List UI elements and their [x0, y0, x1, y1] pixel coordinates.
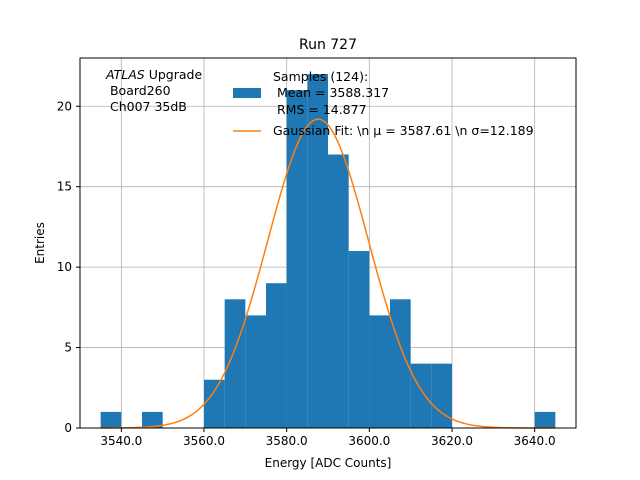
- annotation-channel: Ch007 35dB: [106, 99, 187, 114]
- histogram-bar: [431, 363, 452, 428]
- histogram-bar: [224, 299, 246, 428]
- legend-samples-count: Samples (124):: [273, 69, 368, 84]
- y-tick-label: 5: [64, 341, 72, 355]
- legend-rms: RMS = 14.877: [273, 102, 367, 117]
- histogram-bar: [534, 411, 556, 428]
- histogram-bar: [348, 251, 370, 428]
- histogram-bar: [410, 363, 432, 428]
- histogram-bar: [266, 283, 287, 428]
- x-tick-label: 3580.0: [266, 434, 308, 448]
- histogram-bar: [245, 315, 266, 428]
- x-tick-label: 3540.0: [100, 434, 142, 448]
- y-tick-label: 15: [57, 180, 72, 194]
- legend: Samples (124): Mean = 3588.317 RMS = 14.…: [233, 69, 534, 138]
- x-tick-label: 3600.0: [348, 434, 390, 448]
- gaussian-fit-curve: [100, 118, 556, 429]
- legend-mean: Mean = 3588.317: [273, 85, 389, 100]
- x-axis-label: Energy [ADC Counts]: [265, 456, 392, 470]
- annotation-atlas: ATLAS: [105, 67, 145, 82]
- legend-histogram-patch: [233, 88, 261, 98]
- x-tick-label: 3560.0: [183, 434, 225, 448]
- x-tick-label: 3620.0: [431, 434, 473, 448]
- annotation-line-1: ATLAS Upgrade: [105, 67, 202, 82]
- y-axis-label: Entries: [33, 222, 47, 264]
- y-tick-label: 10: [57, 260, 72, 274]
- atlas-annotation: ATLAS Upgrade Board260 Ch007 35dB: [105, 67, 202, 114]
- y-tick-label: 0: [64, 421, 72, 435]
- annotation-board: Board260: [106, 83, 171, 98]
- histogram-bar: [100, 411, 122, 428]
- axis-ticks: 3540.0 3560.0 3580.0 3600.0 3620.0 3640.0 0 5 10…: [57, 99, 556, 448]
- histogram-bar: [328, 154, 349, 429]
- annotation-upgrade: Upgrade: [145, 67, 203, 82]
- x-tick-label: 3640.0: [514, 434, 556, 448]
- histogram-bar: [369, 315, 390, 428]
- histogram-bars: [100, 74, 556, 429]
- histogram-bar: [286, 90, 308, 428]
- y-tick-label: 20: [57, 99, 72, 113]
- plot-frame: [79, 57, 577, 429]
- histogram-bar: [204, 379, 225, 428]
- chart-title: Run 727: [299, 37, 357, 53]
- histogram-bar: [142, 411, 163, 428]
- histogram-bar: [307, 74, 328, 428]
- legend-fit-label: Gaussian Fit: \n μ = 3587.61 \n σ=12.189: [273, 123, 534, 138]
